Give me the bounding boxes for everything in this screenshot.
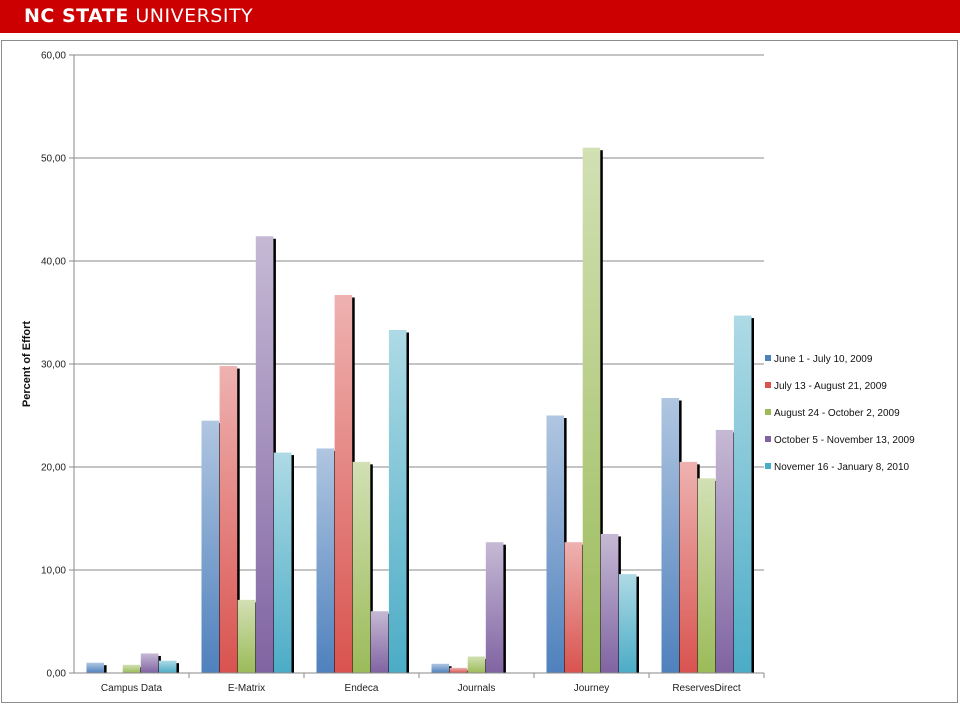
bar <box>219 366 238 673</box>
legend-entry: July 13 - August 21, 2009 <box>774 381 887 392</box>
bar <box>546 415 565 673</box>
x-tick-label: Endeca <box>345 683 379 694</box>
logo-bold-text: NC STATE <box>24 5 129 27</box>
x-tick-label: Campus Data <box>101 683 163 694</box>
x-tick-label: Journey <box>574 683 610 694</box>
legend-entry: Novemer 16 - January 8, 2010 <box>774 462 910 473</box>
bar <box>715 429 734 673</box>
y-tick-label: 10,00 <box>41 566 66 577</box>
university-logo-text: NC STATE UNIVERSITY <box>24 5 253 27</box>
y-tick-label: 30,00 <box>41 360 66 371</box>
bar <box>158 660 177 673</box>
bar <box>582 147 601 673</box>
x-tick-label: Journals <box>458 683 496 694</box>
bar <box>86 662 105 673</box>
legend-swatch <box>765 409 771 415</box>
bar <box>122 664 141 673</box>
legend-entry: October 5 - November 13, 2009 <box>774 435 915 446</box>
y-axis-title: Percent of Effort <box>21 321 33 408</box>
legend-swatch <box>765 382 771 388</box>
bar <box>564 542 583 673</box>
bar <box>600 533 619 673</box>
bar <box>431 663 450 673</box>
axes: 0,00 10,00 20,00 30,00 40,00 50,00 60,00 Percen… <box>21 51 765 694</box>
bar <box>485 542 504 673</box>
bar <box>618 574 637 673</box>
bar <box>273 452 292 673</box>
bar <box>237 599 256 673</box>
bar <box>255 236 274 673</box>
bar <box>201 420 220 673</box>
legend-swatch <box>765 436 771 442</box>
bar <box>467 656 486 673</box>
bar <box>334 294 353 673</box>
bar <box>316 448 335 673</box>
bar <box>697 478 716 673</box>
y-tick-label: 60,00 <box>41 51 66 62</box>
y-tick-label: 40,00 <box>41 257 66 268</box>
gridlines <box>74 54 764 674</box>
legend-entry: June 1 - July 10, 2009 <box>774 354 873 365</box>
legend: June 1 - July 10, 2009 July 13 - August 2… <box>765 354 915 473</box>
chart-frame: 0,00 10,00 20,00 30,00 40,00 50,00 60,00 Percen… <box>1 40 958 703</box>
x-tick-label: E-Matrix <box>228 683 265 694</box>
bar <box>661 397 680 673</box>
bar <box>388 330 407 673</box>
header-banner: NC STATE UNIVERSITY <box>0 0 960 33</box>
bar <box>140 653 159 673</box>
bar <box>370 611 389 673</box>
y-tick-label: 20,00 <box>41 463 66 474</box>
bar <box>352 461 371 673</box>
bar <box>733 315 752 673</box>
logo-rest-text: UNIVERSITY <box>135 5 254 27</box>
bar <box>449 667 468 673</box>
legend-entry: August 24 - October 2, 2009 <box>774 408 900 419</box>
legend-swatch <box>765 463 771 469</box>
legend-swatch <box>765 355 771 361</box>
y-tick-label: 50,00 <box>41 154 66 165</box>
x-tick-label: ReservesDirect <box>672 683 741 694</box>
bars <box>86 147 754 673</box>
y-tick-label: 0,00 <box>47 669 67 680</box>
bar <box>679 461 698 673</box>
bar-chart: 0,00 10,00 20,00 30,00 40,00 50,00 60,00 Percen… <box>21 51 915 695</box>
